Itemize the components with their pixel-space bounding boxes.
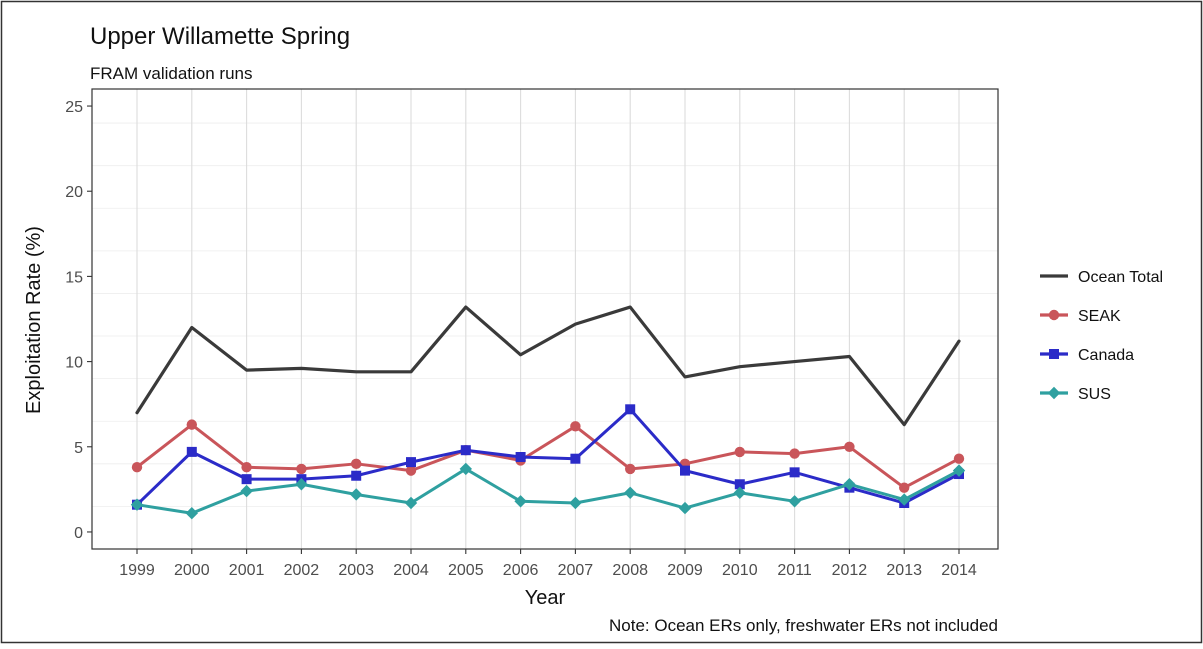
- data-point: [680, 465, 690, 476]
- data-point: [351, 458, 362, 470]
- data-point: [404, 496, 418, 510]
- data-point: [952, 464, 966, 477]
- y-axis: 0 5 10 15 20 25: [65, 99, 92, 542]
- legend-label: Canada: [1078, 347, 1134, 364]
- data-point: [295, 478, 308, 491]
- series-line: [135, 407, 961, 507]
- data-point: [899, 482, 910, 493]
- plot-area: [92, 89, 998, 549]
- plot-background: [92, 89, 998, 549]
- x-tick-label: 1999: [119, 562, 155, 579]
- data-point: [515, 452, 526, 462]
- x-tick-label: 2001: [229, 562, 265, 579]
- data-point: [789, 467, 800, 478]
- data-point: [459, 462, 472, 476]
- data-point: [789, 448, 800, 459]
- data-point: [788, 495, 801, 508]
- x-axis: 1999 2000 2001 2002 2003 2004 2005 2006 2007 2008…: [119, 549, 977, 579]
- data-point: [570, 453, 581, 464]
- x-tick-label: 2009: [667, 562, 703, 579]
- plot-border: [91, 88, 999, 550]
- y-tick-label: 15: [65, 269, 83, 286]
- chart-title: Upper Willamette Spring: [90, 23, 350, 50]
- legend-item: Canada: [1040, 347, 1134, 364]
- data-point: [953, 453, 965, 464]
- series-line: [135, 467, 961, 515]
- data-point: [570, 421, 581, 432]
- data-point: [569, 496, 582, 510]
- x-tick-label: 2014: [941, 562, 977, 579]
- series-sus: [130, 462, 966, 520]
- data-point: [350, 488, 363, 501]
- legend-marker: [1048, 309, 1060, 321]
- y-axis-label: Exploitation Rate (%): [23, 226, 45, 414]
- x-tick-label: 2000: [174, 562, 210, 579]
- y-tick-label: 5: [74, 440, 83, 457]
- data-point: [296, 463, 307, 475]
- legend-item: SUS: [1040, 386, 1111, 403]
- x-tick-label: 2007: [558, 562, 594, 579]
- chart-caption: Note: Ocean ERs only, freshwater ERs not…: [609, 616, 998, 635]
- data-point: [131, 462, 143, 473]
- data-point: [460, 445, 471, 456]
- legend-label: SUS: [1078, 386, 1111, 403]
- legend: Ocean Total SEAK Canada SUS: [1040, 269, 1163, 403]
- data-point: [241, 474, 252, 485]
- data-point: [733, 486, 746, 499]
- data-point: [624, 486, 637, 499]
- legend-label: SEAK: [1078, 308, 1121, 325]
- x-tick-label: 2011: [777, 562, 812, 579]
- x-tick-label: 2010: [722, 562, 758, 579]
- legend-label: Ocean Total: [1078, 269, 1163, 286]
- x-tick-label: 2005: [448, 562, 484, 579]
- x-tick-label: 2013: [886, 562, 922, 579]
- x-tick-label: 2003: [338, 562, 374, 579]
- y-tick-label: 10: [65, 355, 83, 372]
- legend-item: SEAK: [1040, 308, 1121, 325]
- x-tick-label: 2004: [393, 562, 429, 579]
- data-point: [514, 495, 527, 508]
- data-point: [843, 478, 856, 491]
- data-point: [734, 479, 745, 490]
- data-point: [844, 441, 855, 452]
- x-tick-label: 2006: [503, 562, 539, 579]
- data-point: [625, 463, 636, 475]
- data-point: [186, 446, 197, 457]
- legend-marker: [1049, 349, 1059, 359]
- data-point: [240, 484, 253, 498]
- x-tick-label: 2002: [284, 562, 320, 579]
- data-point: [351, 470, 362, 481]
- data-point: [898, 493, 911, 506]
- series-ocean-total: [135, 305, 961, 427]
- gridlines: [92, 89, 998, 549]
- y-tick-label: 25: [65, 99, 83, 116]
- data-point: [130, 498, 144, 511]
- series-layer: [130, 305, 966, 520]
- series-line: [135, 305, 961, 427]
- series-line: [135, 423, 961, 490]
- data-point: [241, 462, 252, 473]
- data-point: [625, 404, 636, 415]
- x-tick-label: 2008: [612, 562, 648, 579]
- x-axis-label: Year: [525, 587, 566, 609]
- chart-subtitle: FRAM validation runs: [90, 64, 253, 83]
- data-point: [406, 457, 416, 468]
- data-point: [405, 465, 417, 476]
- legend-item: Ocean Total: [1040, 269, 1163, 286]
- legend-marker: [1047, 386, 1061, 400]
- y-tick-label: 20: [65, 184, 83, 201]
- data-point: [186, 419, 197, 430]
- data-point: [678, 501, 692, 515]
- x-tick-label: 2012: [832, 562, 868, 579]
- data-point: [185, 507, 198, 520]
- y-tick-label: 0: [74, 525, 83, 542]
- data-point: [734, 446, 745, 458]
